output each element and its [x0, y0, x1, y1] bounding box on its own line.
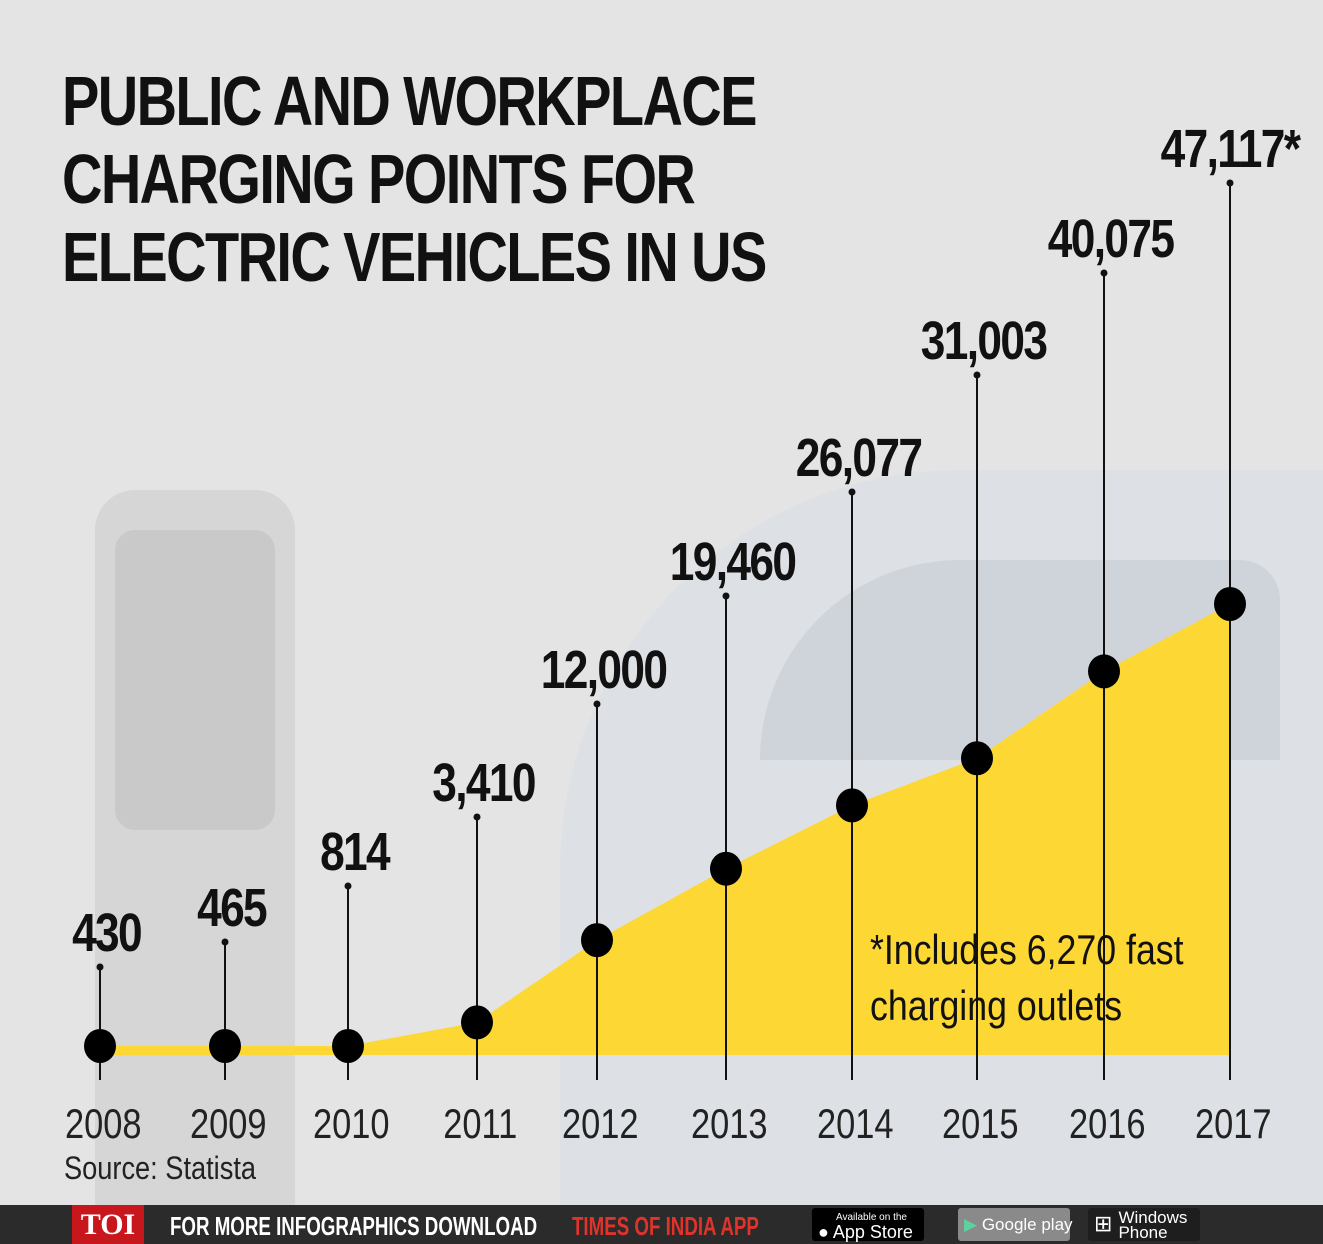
data-label: 47,117* — [1161, 119, 1302, 179]
data-label: 26,077 — [796, 428, 922, 488]
data-label: 814 — [320, 822, 391, 882]
data-point — [836, 788, 868, 823]
data-label: 19,460 — [670, 532, 796, 592]
charger-screen — [115, 530, 275, 830]
x-tick-label: 2010 — [313, 1101, 390, 1148]
x-tick-label: 2015 — [942, 1101, 1019, 1148]
footer-text: FOR MORE INFOGRAPHICS DOWNLOAD — [170, 1211, 538, 1241]
leader-dot — [593, 700, 601, 708]
data-label: 31,003 — [921, 311, 1047, 371]
app-store-badge[interactable]: Available on the ● App Store — [812, 1208, 924, 1241]
apple-icon: ● — [818, 1222, 829, 1242]
footer-app-name: TIMES OF INDIA APP — [572, 1211, 759, 1241]
footer-banner: TOI FOR MORE INFOGRAPHICS DOWNLOAD TIMES… — [0, 1205, 1323, 1244]
data-point — [332, 1029, 364, 1063]
leader-dot — [1100, 269, 1108, 277]
data-label: 40,075 — [1048, 209, 1175, 269]
footnote-line-2: charging outlets — [870, 982, 1123, 1029]
x-tick-label: 2011 — [443, 1101, 517, 1148]
app-store-caption: Available on the — [836, 1212, 907, 1223]
leader-dot — [1226, 179, 1234, 187]
x-tick-label: 2016 — [1069, 1101, 1146, 1148]
x-tick-label: 2013 — [691, 1101, 768, 1148]
data-point — [1214, 587, 1246, 621]
data-point — [209, 1029, 241, 1063]
data-label: 3,410 — [432, 753, 535, 813]
chart-title: PUBLIC AND WORKPLACE CHARGING POINTS FOR… — [62, 62, 767, 296]
area-fill — [100, 604, 1230, 1055]
x-tick-label: 2014 — [817, 1101, 894, 1148]
windows-label-2: Phone — [1118, 1223, 1168, 1242]
leader-dot — [221, 938, 229, 946]
data-label: 465 — [197, 878, 267, 938]
windows-label-1: Windows — [1118, 1208, 1188, 1227]
title-line-1: PUBLIC AND WORKPLACE — [62, 62, 757, 140]
x-tick-label: 2012 — [562, 1101, 639, 1148]
toi-logo: TOI — [72, 1205, 144, 1244]
footnote-annotation: *Includes 6,270 fast charging outlets — [870, 922, 1184, 1034]
leader-dot — [848, 488, 856, 496]
x-tick-label: 2008 — [65, 1101, 142, 1148]
google-play-badge[interactable]: ▶ Google play — [958, 1208, 1073, 1241]
x-tick-label: 2009 — [190, 1101, 267, 1148]
leader-dot — [344, 882, 352, 890]
data-point — [710, 851, 742, 886]
footnote-line-1: *Includes 6,270 fast — [870, 926, 1184, 973]
data-point — [1088, 654, 1120, 689]
leader-dot — [973, 371, 981, 379]
play-icon: ▶ — [964, 1215, 978, 1234]
data-point — [84, 1029, 116, 1063]
title-line-3: ELECTRIC VEHICLES IN US — [62, 218, 767, 296]
windows-phone-badge[interactable]: ⊞ Windows Phone — [1088, 1208, 1200, 1241]
data-label: 12,000 — [541, 640, 667, 700]
leader-dot — [473, 813, 481, 821]
x-tick-label: 2017 — [1195, 1101, 1272, 1148]
windows-icon: ⊞ — [1094, 1211, 1113, 1236]
google-play-label: Google play — [981, 1215, 1073, 1234]
leader-dot — [722, 592, 730, 600]
source-credit: Source: Statista — [64, 1150, 257, 1186]
data-label: 430 — [72, 903, 141, 963]
title-line-2: CHARGING POINTS FOR — [62, 140, 696, 218]
data-point — [581, 923, 613, 958]
data-point — [961, 741, 993, 776]
leader-dot — [96, 963, 104, 971]
app-store-label: App Store — [832, 1222, 913, 1242]
data-point — [461, 1005, 493, 1040]
